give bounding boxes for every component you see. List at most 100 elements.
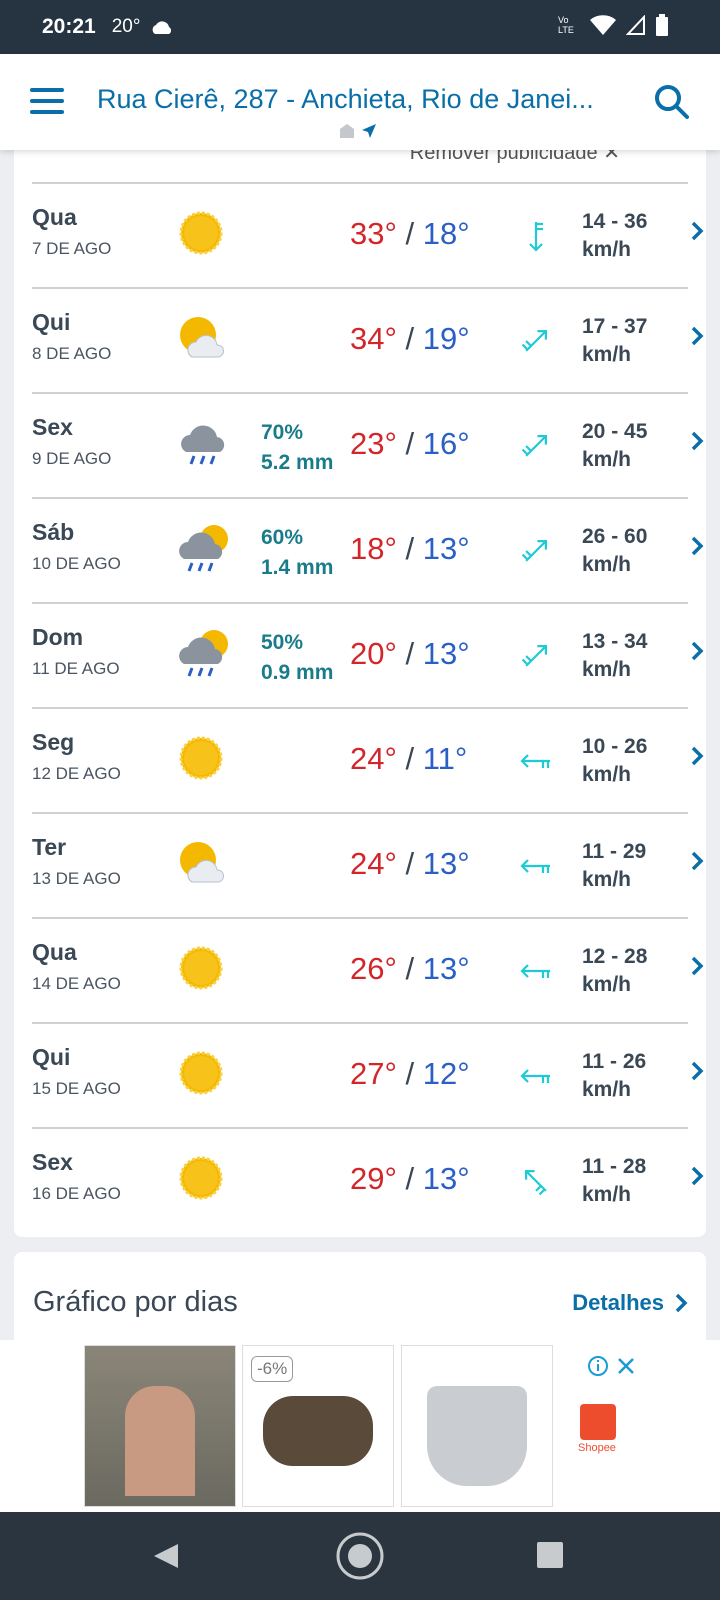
day-row[interactable]: Sáb 10 DE AGO 60% 1.4 mm 18° / 13° 26 - 60…: [32, 497, 704, 602]
weekday: Sex: [32, 414, 73, 440]
home-icon: [340, 124, 354, 138]
day-row[interactable]: Qui 15 DE AGO 27° / 12° 11 - 26 km/h: [32, 1022, 704, 1127]
day-row[interactable]: Qui 8 DE AGO 34° / 19° 17 - 37 km/h: [32, 287, 704, 392]
temperature: 24° / 11°: [350, 741, 468, 776]
weekday: Sex: [32, 1149, 73, 1175]
temperature: 27° / 12°: [350, 1056, 470, 1091]
weekday: Sáb: [32, 519, 75, 545]
date: 9 DE AGO: [32, 449, 112, 468]
sun-icon: [176, 208, 226, 263]
details-link[interactable]: Detalhes: [572, 1290, 664, 1315]
day-row[interactable]: Sex 9 DE AGO 70% 5.2 mm 23° / 16° 20 - 45 k…: [32, 392, 704, 497]
ad-image-1[interactable]: [84, 1345, 236, 1507]
min-temp: 18°: [422, 216, 470, 251]
chevron-right-icon[interactable]: [690, 955, 704, 977]
chevron-right-icon[interactable]: [690, 745, 704, 767]
sun-rain-icon: [176, 628, 234, 683]
chevron-right-icon[interactable]: [674, 1292, 688, 1314]
min-temp: 13°: [422, 846, 470, 881]
wind-unit: km/h: [582, 868, 632, 891]
sun-icon: [176, 733, 226, 788]
ad-image-2[interactable]: -6%: [242, 1345, 394, 1507]
ad-info-icon[interactable]: [588, 1356, 608, 1376]
discount-badge: -6%: [251, 1356, 294, 1382]
temperature: 20° / 13°: [350, 636, 470, 671]
temperature: 23° / 16°: [350, 426, 470, 461]
wind-range: 13 - 34: [582, 630, 648, 653]
wind-speed: 14 - 36 km/h: [582, 208, 647, 264]
min-temp: 16°: [422, 426, 470, 461]
daily-forecast-card: Remover publicidade ✕ Qua 7 DE AGO 33° / …: [14, 120, 706, 1237]
weekday: Ter: [32, 834, 67, 860]
status-bar: 20:21 20° Vo LTE: [0, 0, 720, 54]
home-button-icon[interactable]: [335, 1531, 385, 1581]
sun-rain-icon: [176, 523, 234, 578]
location-title[interactable]: Rua Cierê, 287 - Anchieta, Rio de Janei.…: [97, 84, 594, 114]
chevron-right-icon[interactable]: [690, 1165, 704, 1187]
max-temp: 34°: [350, 321, 397, 356]
wind-range: 20 - 45: [582, 420, 648, 443]
day-row[interactable]: Ter 13 DE AGO 24° / 13° 11 - 29 km/h: [32, 812, 704, 917]
clock: 20:21: [42, 15, 96, 38]
day-row[interactable]: Qua 7 DE AGO 33° / 18° 14 - 36 km/h: [32, 182, 704, 287]
chevron-right-icon[interactable]: [690, 1060, 704, 1082]
wifi-icon: [590, 15, 616, 35]
day-label: Seg 12 DE AGO: [32, 729, 121, 784]
ad-close-icon[interactable]: [617, 1357, 635, 1375]
day-row[interactable]: Seg 12 DE AGO 24° / 11° 10 - 26 km/h: [32, 707, 704, 812]
wind-unit: km/h: [582, 1183, 632, 1206]
ad-image-3[interactable]: [401, 1345, 553, 1507]
wind-direction-icon: [521, 435, 547, 457]
max-temp: 18°: [350, 531, 397, 566]
max-temp: 29°: [350, 1161, 397, 1196]
wind-direction-icon: [529, 222, 543, 252]
wind-direction-icon: [520, 964, 550, 978]
day-label: Ter 13 DE AGO: [32, 834, 121, 889]
shopee-label: Shopee: [578, 1442, 616, 1454]
weekday: Qua: [32, 204, 77, 230]
precipitation: 50% 0.9 mm: [261, 628, 333, 688]
status-temp: 20°: [111, 16, 141, 37]
wind-speed: 11 - 29 km/h: [582, 838, 646, 894]
min-temp: 13°: [422, 531, 470, 566]
location-arrow-icon: [362, 124, 376, 138]
chevron-right-icon[interactable]: [690, 535, 704, 557]
rain-amount: 5.2 mm: [261, 451, 334, 474]
chevron-right-icon[interactable]: [690, 640, 704, 662]
wind-direction-icon: [520, 754, 550, 768]
wind-unit: km/h: [582, 553, 632, 576]
search-icon[interactable]: [654, 84, 690, 120]
wind-unit: km/h: [582, 448, 632, 471]
menu-icon[interactable]: [30, 88, 64, 114]
date: 12 DE AGO: [32, 764, 121, 783]
min-temp: 13°: [422, 951, 470, 986]
wind-unit: km/h: [582, 343, 632, 366]
sun-icon: [176, 1048, 226, 1103]
precipitation: 60% 1.4 mm: [261, 523, 333, 583]
recents-icon[interactable]: [537, 1542, 565, 1570]
day-row[interactable]: Dom 11 DE AGO 50% 0.9 mm 20° / 13° 13 - 34…: [32, 602, 704, 707]
section-title: Gráfico por dias: [33, 1286, 238, 1318]
day-label: Qui 15 DE AGO: [32, 1044, 121, 1099]
day-row[interactable]: Sex 16 DE AGO 29° / 13° 11 - 28 km/h: [32, 1127, 704, 1232]
wind-range: 11 - 28: [582, 1155, 647, 1178]
max-temp: 33°: [350, 216, 397, 251]
rain-probability: 50%: [261, 631, 304, 654]
day-row[interactable]: Qua 14 DE AGO 26° / 13° 12 - 28 km/h: [32, 917, 704, 1022]
rain-cloud-icon: [176, 418, 234, 473]
chevron-right-icon[interactable]: [690, 220, 704, 242]
date: 10 DE AGO: [32, 554, 121, 573]
ad-banner[interactable]: -6% Shopee: [0, 1340, 720, 1512]
rain-probability: 60%: [261, 526, 304, 549]
wind-range: 17 - 37: [582, 315, 648, 338]
chevron-right-icon[interactable]: [690, 850, 704, 872]
battery-icon: [656, 14, 668, 36]
chevron-right-icon[interactable]: [690, 325, 704, 347]
temperature: 26° / 13°: [350, 951, 470, 986]
wind-unit: km/h: [582, 763, 632, 786]
back-icon[interactable]: [152, 1542, 180, 1570]
wind-unit: km/h: [582, 973, 632, 996]
wind-speed: 26 - 60 km/h: [582, 523, 647, 579]
chevron-right-icon[interactable]: [690, 430, 704, 452]
volte-icon: Vo LTE: [558, 15, 574, 35]
